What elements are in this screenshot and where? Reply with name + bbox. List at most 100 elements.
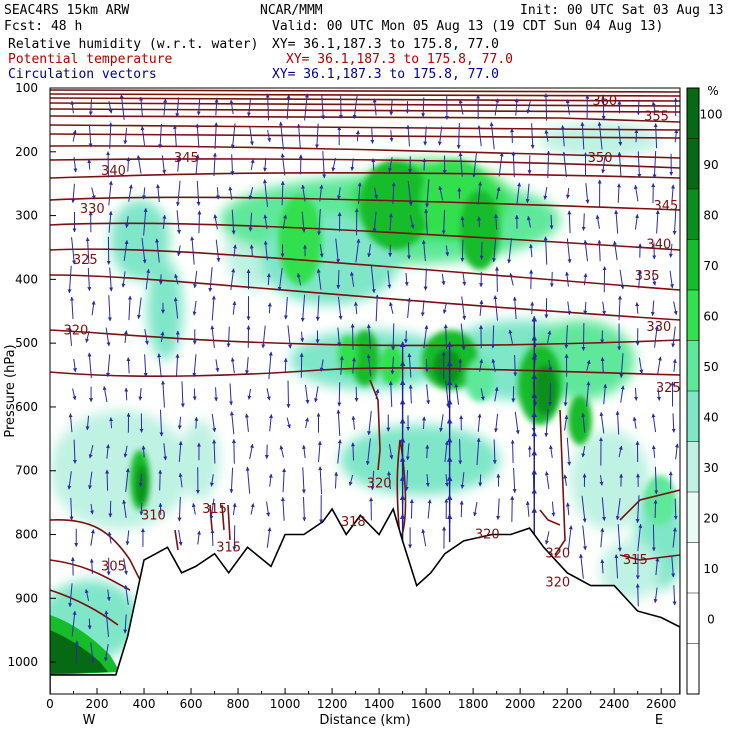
vector-arrow: [421, 528, 427, 547]
vector-arrow: [282, 214, 288, 230]
vector-arrow: [618, 445, 623, 458]
vector-arrow: [444, 474, 449, 487]
vector-arrow: [128, 184, 133, 202]
vector-arrow: [335, 238, 340, 264]
vector-arrow: [674, 129, 679, 143]
vector-arrow: [90, 642, 95, 663]
vector-arrow: [565, 502, 570, 516]
vector-arrow: [192, 300, 197, 316]
vector-arrow: [549, 214, 554, 230]
vector-arrow: [391, 323, 396, 351]
x-tick-label: 200: [86, 697, 109, 711]
y-tick-label: 700: [15, 464, 38, 478]
vector-arrow: [349, 271, 355, 287]
y-axis: 100 200 300 400 500 600 700 800 900 1000: [7, 81, 56, 669]
vector-arrow: [441, 209, 446, 235]
vector-arrow: [461, 296, 467, 321]
vector-arrow: [280, 180, 285, 206]
vector-arrow: [196, 99, 201, 116]
vector-arrow: [514, 98, 519, 116]
vector-arrow: [301, 211, 306, 233]
theta-label: 320: [475, 528, 500, 543]
vector-arrow: [600, 527, 605, 548]
vector-arrow: [472, 151, 478, 178]
vector-arrow: [458, 358, 463, 372]
theta-label: 360: [592, 94, 617, 109]
vector-arrow: [653, 587, 658, 604]
vector-arrow: [267, 129, 272, 143]
vector-arrow: [653, 499, 658, 519]
vector-arrow: [302, 444, 307, 458]
vector-arrow: [357, 182, 362, 204]
vector-arrow: [104, 643, 109, 662]
vector-arrow: [263, 240, 268, 261]
vector-arrow: [567, 210, 572, 234]
vector-arrow: [123, 330, 128, 344]
vector-arrow: [160, 331, 165, 343]
colorbar-swatch: [687, 189, 699, 240]
vector-arrow: [173, 297, 179, 319]
vector-arrow: [544, 129, 549, 142]
vector-arrow: [581, 412, 586, 433]
vector-arrow: [123, 614, 128, 634]
colorbar-label: 10: [703, 562, 718, 576]
vector-arrow: [108, 122, 113, 150]
vector-arrow: [424, 359, 429, 373]
vector-arrow: [249, 244, 254, 257]
vector-arrow: [85, 237, 90, 264]
y-tick-label: 900: [15, 591, 38, 605]
vector-arrow: [507, 238, 513, 264]
theta-label: 345: [174, 151, 199, 166]
vector-arrow: [427, 499, 432, 519]
vector-arrow: [177, 496, 182, 522]
vector-arrow: [445, 245, 450, 257]
vector-arrow: [407, 180, 413, 207]
vector-arrow: [191, 503, 196, 515]
vector-arrow: [560, 125, 565, 147]
x-axis-label: Distance (km): [319, 713, 410, 728]
vector-arrow: [498, 152, 504, 177]
vector-arrow: [514, 411, 520, 435]
theta-label: 325: [656, 381, 681, 396]
vector-arrow: [84, 588, 90, 601]
colorbar-swatch: [687, 643, 699, 694]
colorbar-swatch: [687, 542, 699, 593]
vector-arrow: [441, 273, 446, 286]
vector-arrow: [279, 445, 285, 458]
y-tick-label: 400: [15, 272, 38, 286]
vector-arrow: [70, 100, 75, 114]
theta-label: 340: [101, 164, 126, 179]
vector-arrow: [530, 123, 535, 149]
vector-arrow: [350, 158, 355, 172]
vector-arrow: [247, 388, 252, 400]
vector-arrow: [635, 495, 640, 524]
vector-arrow: [544, 531, 550, 545]
vector-arrow: [139, 96, 144, 118]
vector-arrow: [107, 295, 112, 322]
vector-arrow: [127, 295, 132, 321]
vector-arrow: [192, 354, 197, 378]
vector-arrow: [404, 272, 409, 287]
vector-arrow: [122, 499, 127, 519]
vector-arrow: [456, 122, 461, 150]
vector-arrow: [650, 300, 655, 317]
vector-arrow: [422, 158, 427, 171]
field-xy-rh: XY= 36.1,187.3 to 175.8, 77.0: [272, 37, 499, 52]
vector-arrow: [195, 154, 200, 175]
vector-arrow: [595, 214, 600, 229]
vector-arrow: [138, 388, 143, 401]
vector-arrow: [444, 440, 449, 463]
vector-arrow: [215, 239, 221, 263]
vector-arrow: [637, 269, 642, 289]
vector-arrow: [263, 157, 268, 172]
vector-arrow: [375, 294, 380, 322]
vector-arrow: [651, 413, 657, 433]
vector-arrow: [196, 180, 201, 206]
vector-arrow: [105, 327, 111, 347]
field-name-theta: Potential temperature: [8, 52, 173, 67]
vector-arrow: [586, 359, 591, 371]
vector-arrow: [422, 416, 427, 429]
x-tick-label: 1200: [317, 697, 348, 711]
vector-arrow: [105, 444, 110, 459]
vector-arrow: [71, 237, 76, 265]
